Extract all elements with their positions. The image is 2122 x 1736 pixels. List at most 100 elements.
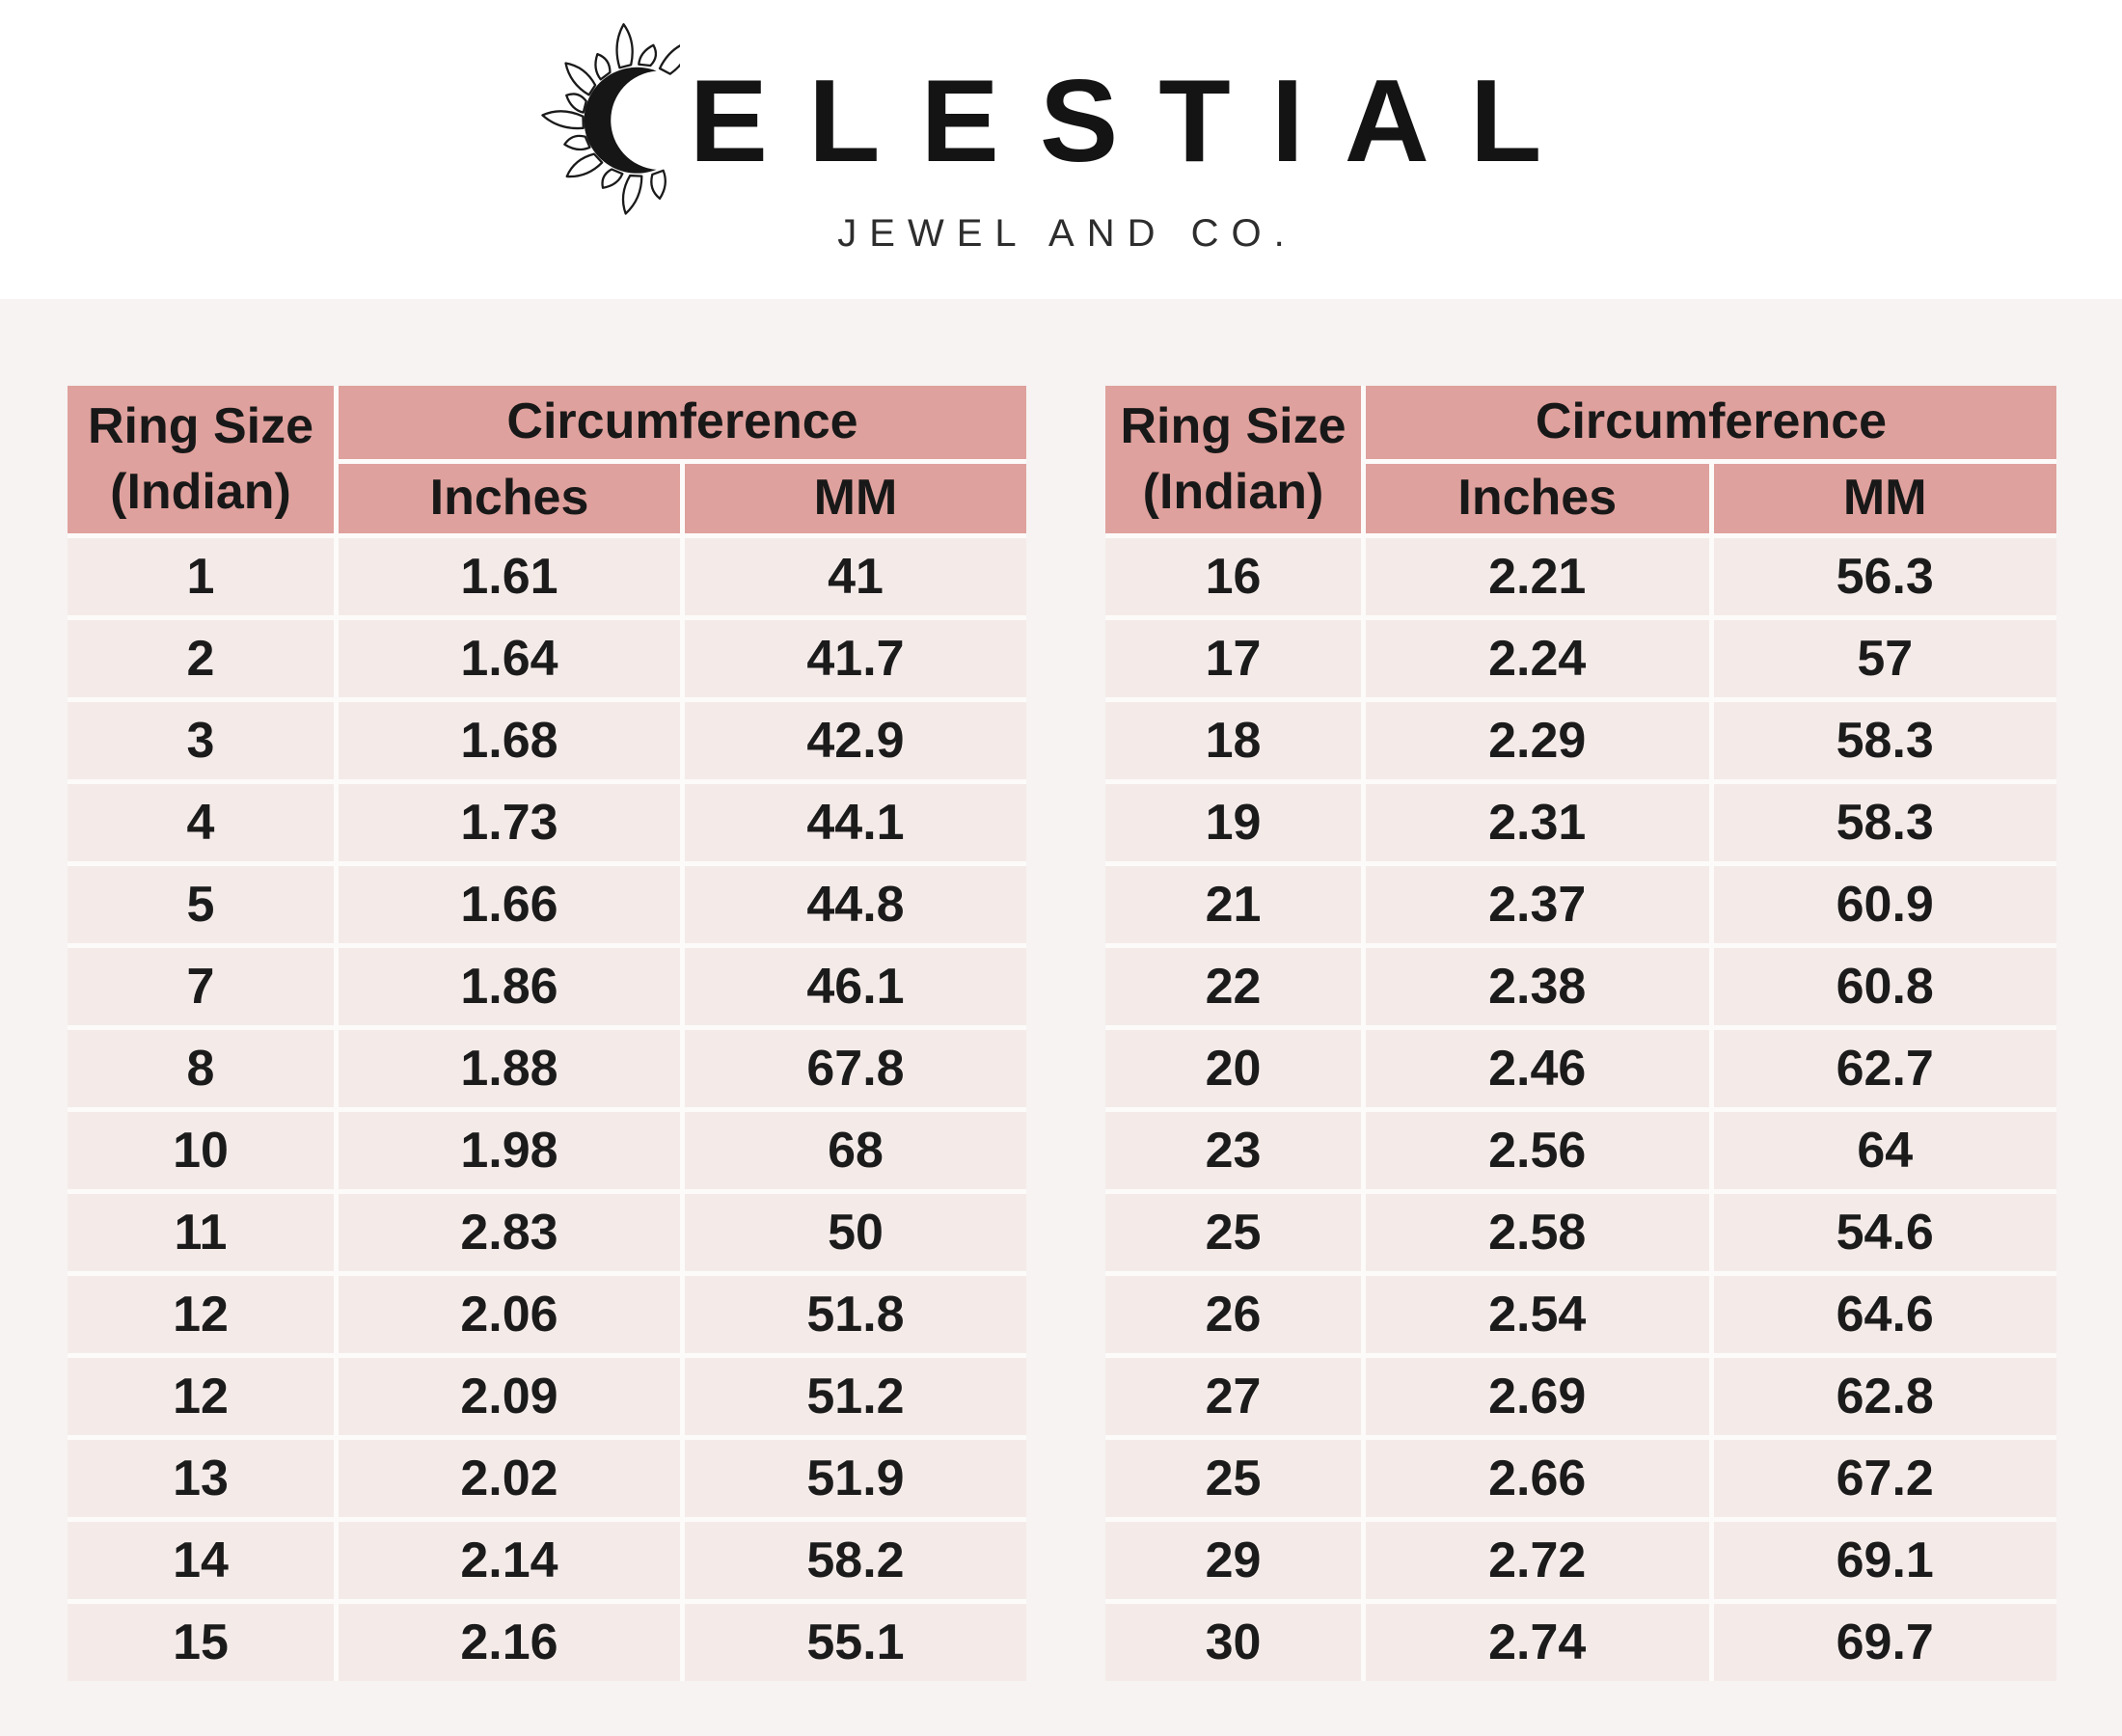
inches-cell: 2.31 — [1366, 784, 1709, 861]
ring-size-cell: 27 — [1105, 1358, 1361, 1435]
inches-cell: 1.68 — [339, 702, 680, 779]
ring-size-cell: 20 — [1105, 1030, 1361, 1107]
mm-cell: 44.8 — [685, 866, 1026, 943]
inches-cell: 2.66 — [1366, 1440, 1709, 1517]
inches-cell: 2.37 — [1366, 866, 1709, 943]
inches-cell: 2.69 — [1366, 1358, 1709, 1435]
mm-cell: 50 — [685, 1194, 1026, 1271]
ring-size-cell: 5 — [68, 866, 334, 943]
mm-cell: 58.2 — [685, 1522, 1026, 1599]
mm-cell: 57 — [1713, 620, 2056, 697]
ring-size-cell: 26 — [1105, 1276, 1361, 1353]
header-inches: Inches — [1366, 464, 1709, 533]
ring-size-cell: 10 — [68, 1112, 334, 1189]
inches-cell: 2.29 — [1366, 702, 1709, 779]
header-circumference: Circumference — [1366, 386, 2056, 459]
mm-cell: 51.8 — [685, 1276, 1026, 1353]
mm-cell: 64.6 — [1713, 1276, 2056, 1353]
ring-size-cell: 17 — [1105, 620, 1361, 697]
ring-size-cell: 19 — [1105, 784, 1361, 861]
mm-cell: 67.2 — [1713, 1440, 2056, 1517]
ring-size-cell: 1 — [68, 538, 334, 615]
logo-band: ELESTIAL JEWEL AND CO. — [0, 0, 2122, 299]
header-ring-size-line2: (Indian) — [110, 463, 291, 520]
inches-cell: 2.38 — [1366, 948, 1709, 1025]
ring-size-cell: 14 — [68, 1522, 334, 1599]
ring-size-cell: 25 — [1105, 1440, 1361, 1517]
header-ring-size-line2: (Indian) — [1142, 463, 1324, 520]
mm-cell: 54.6 — [1713, 1194, 2056, 1271]
header-ring-size-line1: Ring Size — [87, 397, 314, 454]
mm-cell: 62.7 — [1713, 1030, 2056, 1107]
inches-cell: 2.09 — [339, 1358, 680, 1435]
brand-wordmark: ELESTIAL — [689, 55, 1583, 186]
inches-cell: 2.21 — [1366, 538, 1709, 615]
inches-cell: 1.73 — [339, 784, 680, 861]
ring-size-cell: 13 — [68, 1440, 334, 1517]
inches-cell: 2.02 — [339, 1440, 680, 1517]
inches-cell: 2.24 — [1366, 620, 1709, 697]
inches-cell: 2.54 — [1366, 1276, 1709, 1353]
mm-cell: 60.9 — [1713, 866, 2056, 943]
inches-cell: 2.74 — [1366, 1604, 1709, 1681]
mm-cell: 41 — [685, 538, 1026, 615]
header-ring-size: Ring Size (Indian) — [68, 386, 334, 533]
inches-cell: 2.06 — [339, 1276, 680, 1353]
mm-cell: 55.1 — [685, 1604, 1026, 1681]
ring-size-table-left: Ring Size (Indian) Circumference Inches … — [68, 386, 1026, 1681]
header-inches: Inches — [339, 464, 680, 533]
ring-size-cell: 16 — [1105, 538, 1361, 615]
inches-cell: 2.58 — [1366, 1194, 1709, 1271]
mm-cell: 41.7 — [685, 620, 1026, 697]
header-circumference: Circumference — [339, 386, 1026, 459]
header-ring-size: Ring Size (Indian) — [1105, 386, 1361, 533]
brand-tagline: JEWEL AND CO. — [837, 212, 1297, 255]
ring-size-cell: 12 — [68, 1358, 334, 1435]
inches-cell: 1.61 — [339, 538, 680, 615]
ring-size-cell: 7 — [68, 948, 334, 1025]
ring-size-table-right: Ring Size (Indian) Circumference Inches … — [1105, 386, 2056, 1681]
mm-cell: 58.3 — [1713, 784, 2056, 861]
inches-cell: 1.86 — [339, 948, 680, 1025]
mm-cell: 69.1 — [1713, 1522, 2056, 1599]
ring-size-cell: 18 — [1105, 702, 1361, 779]
mm-cell: 60.8 — [1713, 948, 2056, 1025]
mm-cell: 42.9 — [685, 702, 1026, 779]
mm-cell: 69.7 — [1713, 1604, 2056, 1681]
mm-cell: 46.1 — [685, 948, 1026, 1025]
inches-cell: 2.16 — [339, 1604, 680, 1681]
inches-cell: 1.98 — [339, 1112, 680, 1189]
ring-size-cell: 4 — [68, 784, 334, 861]
inches-cell: 2.46 — [1366, 1030, 1709, 1107]
ring-size-cell: 25 — [1105, 1194, 1361, 1271]
ring-size-cell: 3 — [68, 702, 334, 779]
header-ring-size-line1: Ring Size — [1120, 397, 1347, 454]
mm-cell: 51.2 — [685, 1358, 1026, 1435]
inches-cell: 1.88 — [339, 1030, 680, 1107]
mm-cell: 51.9 — [685, 1440, 1026, 1517]
ring-size-cell: 30 — [1105, 1604, 1361, 1681]
ring-size-cell: 29 — [1105, 1522, 1361, 1599]
ring-size-cell: 8 — [68, 1030, 334, 1107]
mm-cell: 44.1 — [685, 784, 1026, 861]
header-mm: MM — [685, 464, 1026, 533]
inches-cell: 2.14 — [339, 1522, 680, 1599]
header-mm: MM — [1713, 464, 2056, 533]
mm-cell: 67.8 — [685, 1030, 1026, 1107]
ring-size-cell: 15 — [68, 1604, 334, 1681]
ring-size-cell: 2 — [68, 620, 334, 697]
brand-logo: ELESTIAL — [0, 0, 2122, 215]
ring-size-cell: 11 — [68, 1194, 334, 1271]
mm-cell: 64 — [1713, 1112, 2056, 1189]
ring-size-cell: 23 — [1105, 1112, 1361, 1189]
ring-size-cell: 22 — [1105, 948, 1361, 1025]
mm-cell: 58.3 — [1713, 702, 2056, 779]
mm-cell: 68 — [685, 1112, 1026, 1189]
inches-cell: 2.56 — [1366, 1112, 1709, 1189]
inches-cell: 2.72 — [1366, 1522, 1709, 1599]
ring-size-cell: 21 — [1105, 866, 1361, 943]
crescent-sun-icon — [540, 22, 680, 215]
inches-cell: 1.66 — [339, 866, 680, 943]
inches-cell: 1.64 — [339, 620, 680, 697]
inches-cell: 2.83 — [339, 1194, 680, 1271]
